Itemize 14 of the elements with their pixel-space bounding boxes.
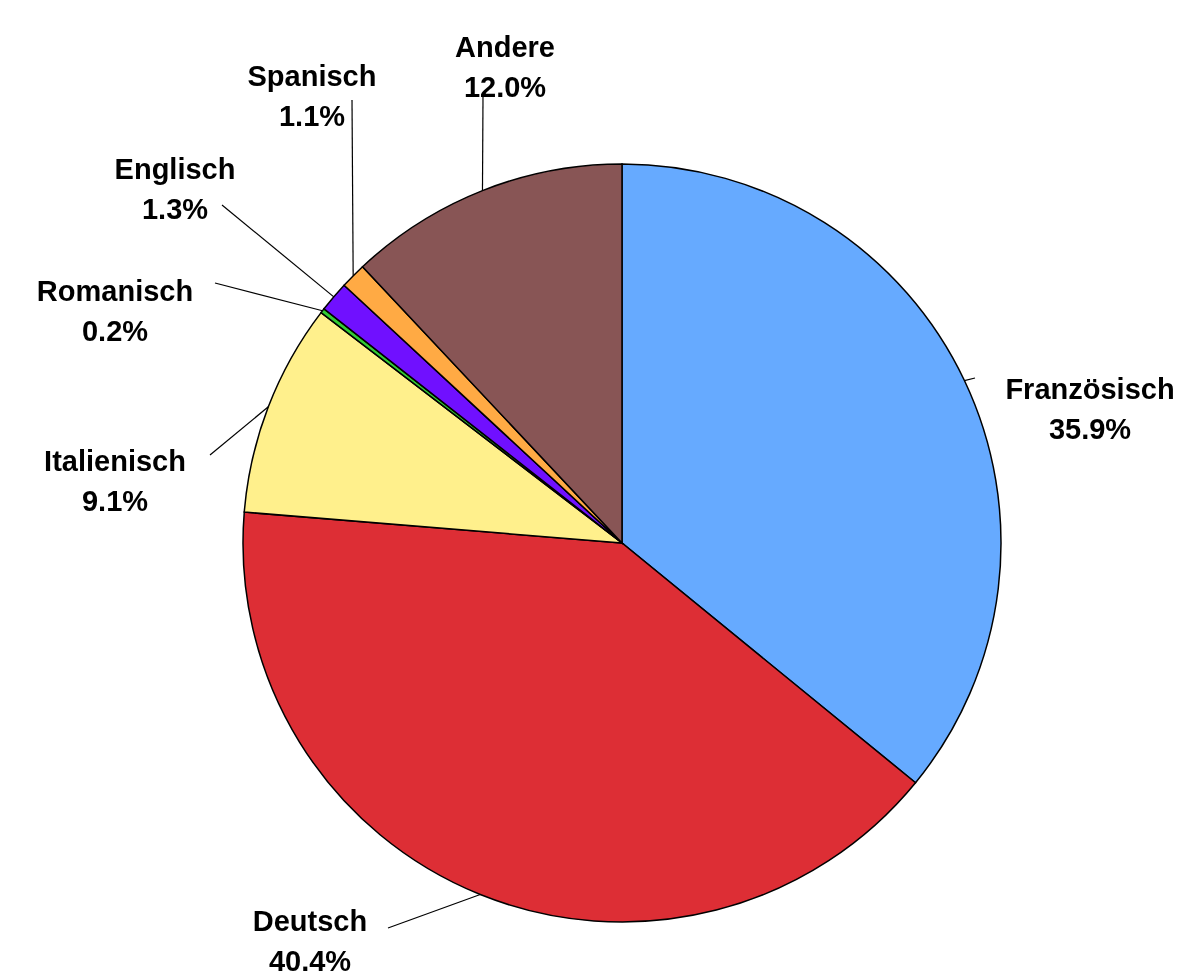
slice-label: Andere — [455, 31, 555, 63]
data-label: 1.1% — [278, 100, 346, 132]
slice-label: Englisch — [114, 153, 236, 185]
data-label: 12.0% — [463, 71, 547, 103]
data-label: 9.1% — [81, 485, 149, 517]
data-label: 1.3% — [141, 193, 209, 225]
slice-label: Italienisch — [44, 445, 186, 477]
data-label: 40.4% — [268, 945, 352, 973]
slice-label: Deutsch — [252, 905, 368, 937]
slice-label: Spanisch — [247, 60, 377, 92]
slice-label: Französisch — [1005, 373, 1175, 405]
data-label: 35.9% — [1048, 413, 1132, 445]
data-label: 0.2% — [81, 315, 149, 347]
slice-label: Romanisch — [36, 275, 194, 307]
